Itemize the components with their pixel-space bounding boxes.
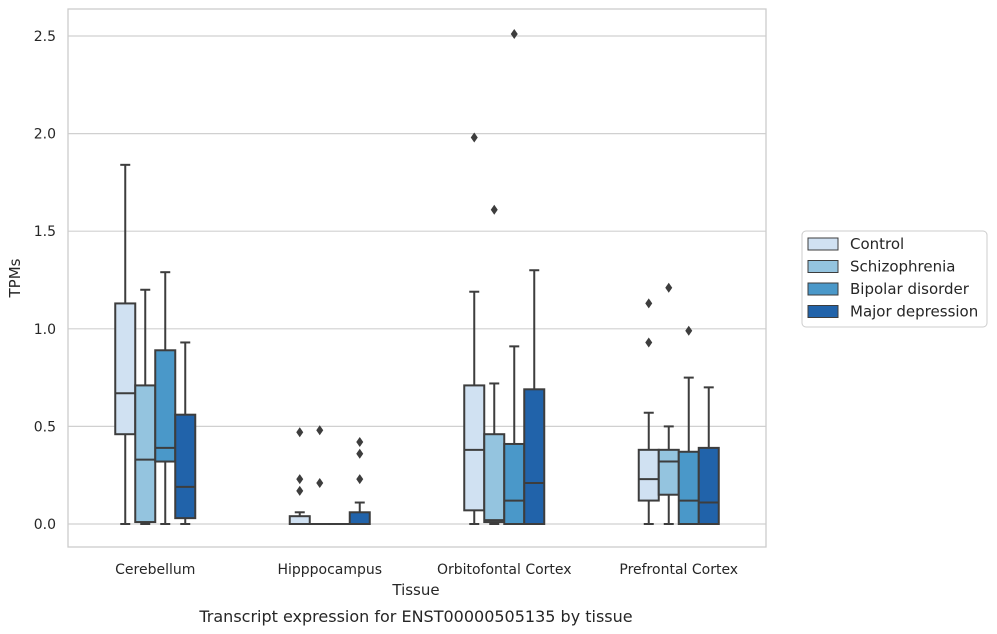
outlier-point <box>316 478 324 489</box>
box-iqr <box>463 384 486 512</box>
box <box>114 163 137 525</box>
x-tick-label: Cerebellum <box>115 562 195 578</box>
box <box>348 437 371 526</box>
x-tick-label: Hipppocampus <box>277 562 382 578</box>
legend-swatch <box>807 260 839 273</box>
box-iqr <box>288 515 311 526</box>
box <box>677 325 700 525</box>
outlier-point <box>356 437 364 448</box>
y-tick-label: 0.0 <box>34 517 56 533</box>
y-tick-label: 1.5 <box>34 224 56 240</box>
box-iqr <box>348 511 371 526</box>
box <box>174 341 197 525</box>
box <box>134 288 157 525</box>
outlier-point <box>356 448 364 459</box>
outlier-point <box>685 325 693 336</box>
y-tick-label: 2.0 <box>34 127 56 143</box>
box <box>154 271 177 525</box>
outlier-point <box>296 485 304 496</box>
box-iqr <box>154 349 177 463</box>
box-iqr <box>503 442 526 525</box>
outlier-point <box>316 425 324 436</box>
legend-label: Major depression <box>850 303 978 321</box>
x-tick-label: Orbitofontal Cortex <box>437 562 572 578</box>
legend-swatch <box>807 237 839 251</box>
y-tick-labels: 0.0 0.5 1.0 1.5 2.0 2.5 <box>34 29 56 533</box>
box <box>503 29 526 525</box>
outlier-point <box>490 204 498 215</box>
y-tick-label: 2.5 <box>34 29 56 45</box>
outlier-point <box>296 427 304 438</box>
legend-label: Bipolar disorder <box>850 280 970 298</box>
box-iqr <box>483 433 506 524</box>
box <box>697 386 720 526</box>
outlier-point <box>296 474 304 485</box>
outlier-point <box>470 132 478 143</box>
outlier-point <box>510 29 518 40</box>
x-tick-labels: Cerebellum Hipppocampus Orbitofontal Corte… <box>115 562 738 578</box>
box <box>308 425 331 526</box>
plot-area-frame <box>67 8 767 548</box>
box <box>483 204 506 525</box>
y-tick-label: 1.0 <box>34 322 56 338</box>
legend-swatch <box>807 305 839 318</box>
legend-swatch <box>807 282 839 296</box>
box-iqr <box>134 384 157 524</box>
box <box>523 269 546 526</box>
outlier-point <box>665 282 673 293</box>
legend-frame <box>801 230 988 328</box>
outlier-point <box>645 337 653 348</box>
box-iqr <box>657 448 680 496</box>
y-tick-label: 0.5 <box>34 419 56 435</box>
box <box>657 282 680 525</box>
legend-label: Schizophrenia <box>850 258 955 276</box>
x-tick-label: Prefrontal Cortex <box>619 562 738 578</box>
legend-label: Control <box>850 235 904 253</box>
box-iqr <box>114 302 137 436</box>
outlier-point <box>645 298 653 309</box>
box-iqr <box>523 388 546 526</box>
box <box>637 298 660 525</box>
box-groups <box>114 29 720 526</box>
y-axis-label: TPMs <box>6 258 24 298</box>
x-axis-label: Tissue <box>391 581 439 599</box>
box <box>288 427 311 526</box>
box-iqr <box>677 450 700 525</box>
box-iqr <box>174 413 197 520</box>
box-iqr <box>637 448 660 502</box>
chart-caption: Transcript expression for ENST0000050513… <box>198 607 632 626</box>
outlier-point <box>356 474 364 485</box>
box-iqr <box>697 446 720 526</box>
legend: Control Schizophrenia Bipolar disorder Majo… <box>801 230 988 328</box>
